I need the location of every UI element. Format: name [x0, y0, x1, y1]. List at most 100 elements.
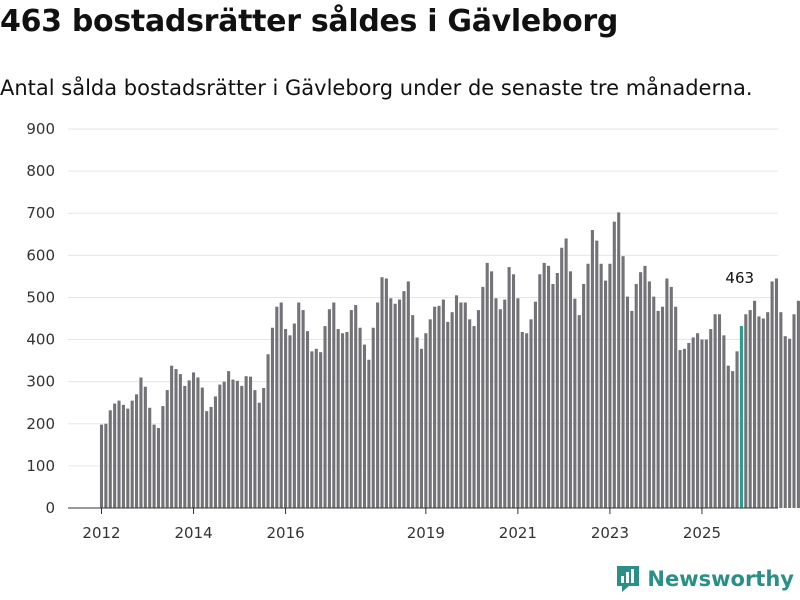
bar	[183, 385, 187, 508]
newsworthy-logo-text: Newsworthy	[647, 567, 794, 591]
bar	[529, 319, 533, 508]
bar	[148, 407, 152, 508]
bar	[235, 380, 239, 508]
bar	[450, 312, 454, 508]
bar	[121, 404, 125, 508]
bar	[766, 312, 770, 508]
y-tick-label: 300	[26, 373, 55, 391]
y-tick-label: 600	[26, 246, 55, 264]
chart-title: 463 bostadsrätter såldes i Gävleborg	[0, 4, 619, 39]
bar	[788, 338, 792, 508]
bar	[617, 212, 621, 508]
bar	[174, 369, 178, 508]
bar	[135, 394, 139, 508]
bar	[700, 339, 704, 508]
newsworthy-logo: Newsworthy	[615, 564, 794, 594]
bar	[310, 351, 314, 508]
bar	[161, 406, 165, 508]
bar	[389, 298, 393, 508]
bar	[446, 321, 450, 508]
bar	[652, 296, 656, 508]
bar	[393, 303, 397, 508]
bar	[262, 387, 266, 508]
bar	[257, 402, 261, 508]
y-tick-label: 800	[26, 162, 55, 180]
bar	[441, 299, 445, 508]
bar	[402, 291, 406, 508]
bar	[113, 403, 117, 508]
x-tick-label: 2023	[591, 524, 629, 540]
bar	[674, 306, 678, 508]
bar	[525, 333, 529, 508]
bar	[297, 302, 301, 508]
bar	[170, 365, 174, 508]
bar	[270, 327, 274, 508]
y-tick-label: 100	[26, 457, 55, 475]
bar	[717, 314, 722, 508]
bar	[253, 390, 257, 508]
bar	[564, 238, 568, 509]
bar	[542, 262, 546, 508]
bar	[187, 380, 191, 508]
bar	[284, 329, 288, 508]
bar	[761, 318, 765, 508]
bar	[367, 359, 371, 508]
x-tick-label: 2016	[266, 524, 304, 540]
bar	[555, 273, 559, 508]
bar	[227, 371, 231, 508]
bar	[709, 329, 713, 508]
x-tick-label: 2012	[82, 524, 120, 540]
bar	[494, 298, 498, 508]
bar	[621, 256, 625, 508]
bar	[656, 310, 660, 508]
bar	[630, 310, 634, 508]
x-tick-label: 2025	[683, 524, 721, 540]
bar	[143, 386, 147, 508]
bar	[349, 310, 353, 508]
bar	[406, 281, 410, 508]
bar	[783, 336, 787, 508]
x-tick-label: 2019	[407, 524, 445, 540]
y-axis-ticks: 0 100 200 300 400 500 600 700 800 900	[26, 120, 55, 517]
bar	[341, 333, 345, 508]
bar	[774, 278, 779, 508]
bar	[538, 274, 542, 508]
bar	[573, 298, 577, 508]
bar	[599, 263, 603, 508]
bar	[218, 384, 222, 508]
bar	[345, 331, 349, 508]
bar	[178, 374, 182, 508]
bar	[739, 326, 743, 508]
bar	[643, 265, 647, 508]
bar	[156, 427, 161, 508]
bar	[354, 305, 358, 508]
bar	[323, 326, 327, 508]
bar	[279, 302, 283, 508]
bars	[99, 212, 800, 509]
bar	[476, 310, 480, 508]
y-tick-label: 700	[26, 204, 55, 222]
bar	[608, 263, 612, 508]
bar	[371, 327, 375, 508]
annotations: 463	[725, 269, 754, 287]
bar	[336, 329, 340, 508]
bar	[222, 381, 226, 508]
bar	[520, 331, 524, 508]
bar	[490, 271, 494, 508]
bar	[682, 348, 686, 508]
bar	[428, 319, 432, 508]
bar	[687, 342, 691, 508]
bar	[380, 277, 384, 508]
bar	[384, 278, 388, 508]
bar	[301, 310, 305, 508]
bar	[516, 298, 520, 508]
bar	[612, 221, 616, 508]
bar	[244, 376, 248, 508]
bar	[586, 263, 590, 508]
bar	[200, 387, 204, 508]
bar	[139, 377, 143, 508]
bar	[498, 309, 502, 508]
bar	[713, 314, 717, 508]
bar	[665, 278, 669, 508]
